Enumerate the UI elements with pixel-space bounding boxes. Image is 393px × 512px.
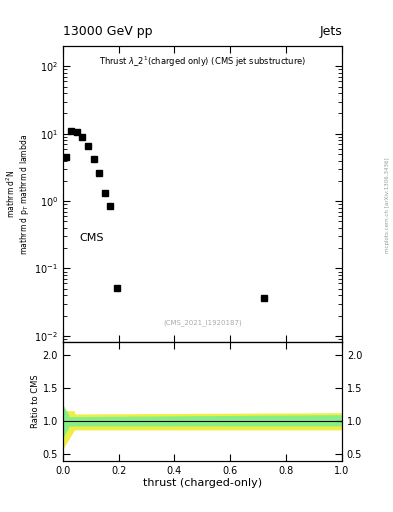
Text: (CMS_2021_I1920187): (CMS_2021_I1920187) [163,319,242,326]
Y-axis label: mathrm d$^2$N
mathrm d p$_T$ mathrm d lambda: mathrm d$^2$N mathrm d p$_T$ mathrm d la… [4,134,31,255]
Y-axis label: Ratio to CMS: Ratio to CMS [31,375,40,429]
X-axis label: thrust (charged-only): thrust (charged-only) [143,478,262,488]
Text: 13000 GeV pp: 13000 GeV pp [63,26,152,38]
Text: Jets: Jets [319,26,342,38]
Text: CMS: CMS [80,232,104,243]
Text: Thrust $\lambda$_2$^1$(charged only) (CMS jet substructure): Thrust $\lambda$_2$^1$(charged only) (CM… [99,55,306,69]
Text: mcplots.cern.ch [arXiv:1306.3436]: mcplots.cern.ch [arXiv:1306.3436] [385,157,390,252]
